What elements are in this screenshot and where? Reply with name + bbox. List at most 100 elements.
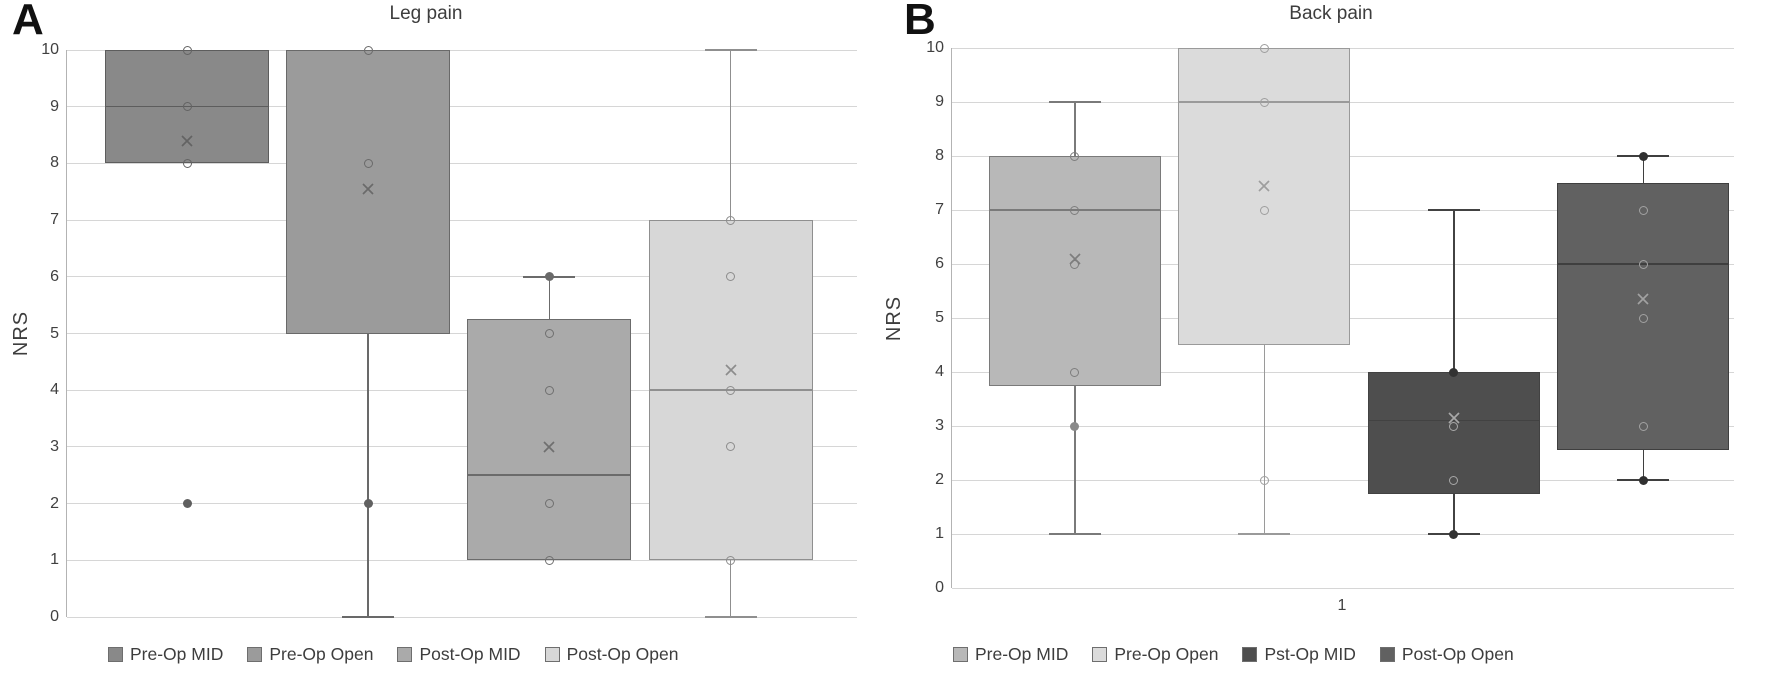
- median-line: [1367, 419, 1540, 422]
- gridline: [952, 371, 1734, 373]
- data-point-open: [726, 385, 736, 395]
- y-tick-label: 6: [50, 267, 59, 285]
- y-tick-label: 5: [935, 309, 944, 326]
- y-tick-label: 1: [935, 525, 944, 542]
- whisker-cap: [1048, 533, 1101, 535]
- data-point-filled: [1638, 475, 1648, 485]
- y-tick-label: 6: [935, 255, 944, 272]
- whisker-line: [367, 333, 370, 617]
- whisker-line: [1453, 210, 1455, 372]
- median-line: [467, 474, 632, 477]
- legend-label: Post-Op Open: [1401, 643, 1514, 664]
- data-point-open: [1638, 205, 1648, 215]
- whisker-line: [1453, 493, 1455, 534]
- data-point-open: [1638, 259, 1648, 269]
- mean-marker: [180, 134, 194, 148]
- data-point-open: [1259, 475, 1269, 485]
- mean-marker: [542, 440, 556, 454]
- legend-label: Pre-Op MID: [130, 643, 224, 664]
- panel-a-legend: Pre-Op MID Pre-Op Open Post-Op MID Post-Op …: [108, 642, 678, 666]
- panel-a-label: A: [12, 0, 44, 44]
- legend-item: Pre-Op MID: [108, 644, 223, 665]
- data-point-open: [726, 215, 736, 225]
- gridline: [67, 503, 857, 505]
- whisker-line: [1263, 345, 1266, 534]
- y-tick-label: 7: [935, 201, 944, 218]
- data-point-filled: [1638, 151, 1648, 161]
- gridline: [952, 587, 1734, 589]
- y-tick-label: 10: [926, 39, 944, 56]
- gridline: [952, 425, 1734, 427]
- legend-swatch: [953, 646, 968, 662]
- panel-b-legend: Pre-Op MID Pre-Op Open Pst-Op MID Post-Op O…: [953, 642, 1514, 666]
- gridline: [67, 559, 857, 561]
- data-point-open: [726, 555, 736, 565]
- gridline: [67, 333, 857, 334]
- data-point-open: [1259, 97, 1269, 107]
- data-point-open: [182, 158, 192, 168]
- gridline: [67, 106, 857, 108]
- gridline: [67, 219, 857, 221]
- data-point-open: [544, 555, 554, 565]
- y-tick-label: 3: [50, 437, 59, 455]
- data-point-filled: [1449, 367, 1459, 377]
- y-tick-label: 1: [50, 551, 59, 569]
- data-point-open: [363, 45, 373, 55]
- y-tick-label: 7: [50, 211, 59, 229]
- legend-label: Post-Op Open: [566, 643, 679, 664]
- data-point-open: [1070, 205, 1080, 215]
- legend-swatch: [1242, 646, 1258, 662]
- mean-marker: [1068, 252, 1082, 266]
- legend-item: Post-Op MID: [397, 643, 521, 665]
- panel-b-plot-area: 0 1 2 3 4 5 6 7 8 9 10: [926, 39, 1734, 596]
- legend-label: Pre-Op Open: [269, 643, 374, 664]
- data-point-open: [1638, 313, 1648, 323]
- whisker-line: [1073, 385, 1076, 534]
- legend-item: Pre-Op Open: [1092, 644, 1218, 665]
- y-tick-label: 8: [935, 147, 944, 164]
- y-tick-label: 0: [50, 608, 59, 625]
- whisker-cap: [1238, 533, 1291, 535]
- whisker-cap: [1048, 101, 1101, 103]
- y-tick-label: 2: [50, 494, 59, 512]
- data-point-filled: [1449, 529, 1459, 539]
- whisker-line: [1642, 450, 1645, 480]
- data-point-open: [1070, 259, 1080, 269]
- legend-label: Pre-Op MID: [975, 643, 1069, 664]
- panel-b-x-tick-label: 1: [1337, 597, 1347, 614]
- legend-item: Post-Op Open: [1379, 643, 1514, 665]
- gridline: [67, 616, 857, 618]
- y-tick-label: 4: [50, 381, 59, 399]
- data-point-open: [182, 45, 192, 55]
- whisker-line: [1642, 156, 1645, 183]
- legend-swatch: [544, 646, 560, 662]
- mean-marker: [361, 182, 375, 196]
- data-point-open: [726, 272, 736, 282]
- y-tick-label: 2: [935, 471, 944, 488]
- whisker-line: [729, 560, 732, 617]
- whisker-line: [729, 50, 732, 221]
- gridline: [67, 49, 857, 51]
- legend-swatch: [1092, 646, 1108, 662]
- mean-marker: [1636, 292, 1650, 306]
- y-tick-label: 5: [50, 324, 59, 342]
- gridline: [952, 479, 1734, 481]
- y-tick-label: 0: [935, 579, 944, 596]
- data-point-filled: [363, 499, 373, 509]
- legend-item: Pst-Op MID: [1242, 643, 1356, 665]
- legend-label: Pst-Op MID: [1264, 643, 1356, 664]
- gridline: [952, 533, 1734, 535]
- data-point-open: [182, 102, 192, 112]
- legend-label: Post-Op MID: [419, 643, 521, 664]
- panel-a-plot-area: 0 1 2 3 4 5 6 7 8 9 10: [41, 41, 857, 625]
- box-pre-op-open: [286, 50, 451, 334]
- y-tick-label: 9: [50, 97, 59, 115]
- legend-swatch: [1379, 646, 1395, 662]
- data-point-open: [726, 442, 736, 452]
- data-point-filled: [1070, 421, 1080, 431]
- gridline: [67, 446, 857, 448]
- data-point-open: [544, 499, 554, 509]
- legend-item: Pre-Op Open: [247, 644, 373, 665]
- legend-swatch: [397, 646, 413, 662]
